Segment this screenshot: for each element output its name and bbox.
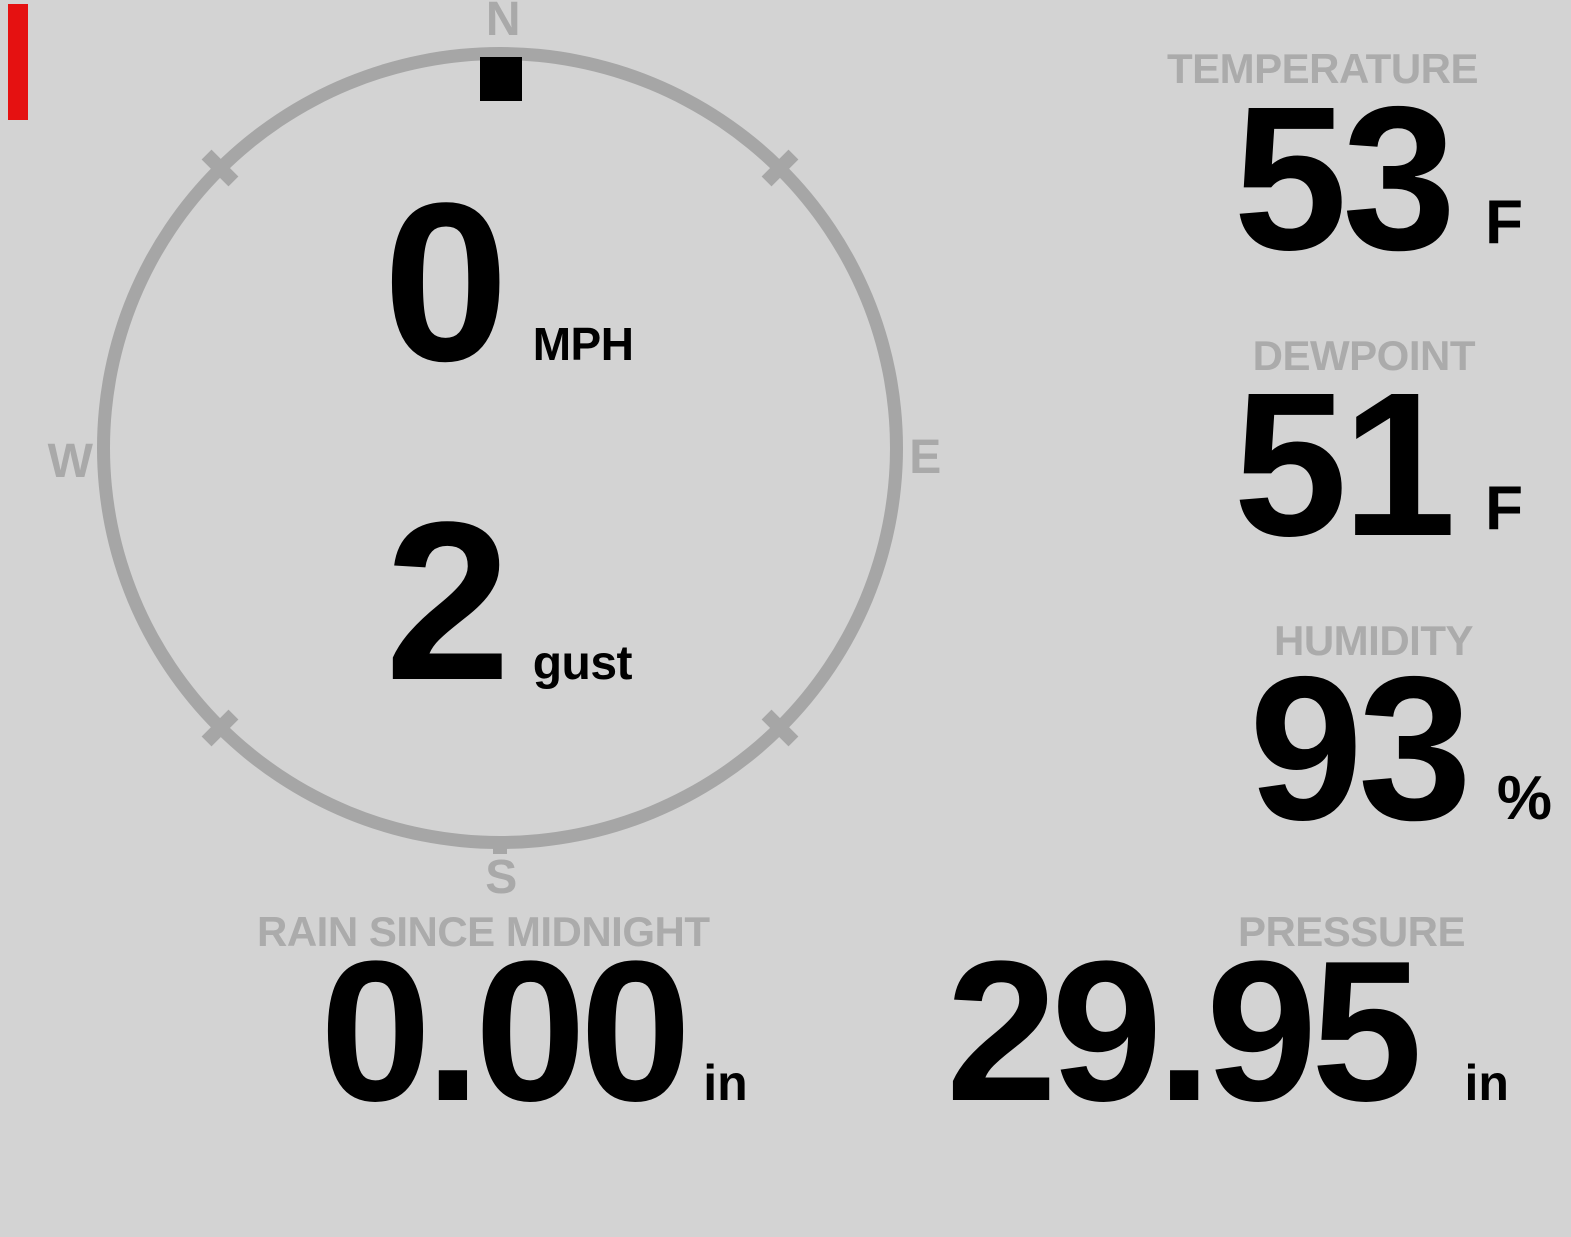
compass-tick-s	[493, 836, 507, 854]
dewpoint-unit: F	[1485, 474, 1523, 543]
dewpoint-value-row: 51 F	[1233, 362, 1523, 567]
wind-direction-indicator	[480, 57, 522, 101]
red-indicator-bar	[8, 4, 28, 120]
wind-speed: 0 MPH	[383, 155, 634, 408]
humidity-unit: %	[1496, 764, 1552, 833]
pressure-value-row: 29.95 in	[946, 932, 1509, 1132]
wind-gust: 2 gust	[385, 474, 633, 727]
rain-value-row: 0.00 in	[320, 932, 748, 1132]
humidity-value-row: 93 %	[1249, 646, 1552, 851]
temperature-unit: F	[1485, 188, 1523, 257]
wind-speed-value: 0	[383, 155, 509, 408]
rain-value: 0.00	[320, 920, 691, 1143]
pressure-unit: in	[1464, 1055, 1509, 1111]
dewpoint-label: DEWPOINT	[1252, 332, 1476, 379]
pressure-value: 29.95	[946, 920, 1422, 1143]
temperature-label: TEMPERATURE	[1166, 45, 1479, 92]
compass-south-label: S	[485, 851, 517, 904]
wind-speed-unit: MPH	[532, 318, 634, 370]
wind-gust-value: 2	[385, 474, 511, 727]
rain-label: RAIN SINCE MIDNIGHT	[257, 908, 710, 955]
compass-north-label: N	[485, 0, 521, 46]
wind-gust-unit: gust	[532, 637, 633, 690]
temperature-value-row: 53 F	[1233, 76, 1523, 281]
compass-east-label: E	[909, 431, 941, 484]
humidity-value: 93	[1249, 634, 1472, 863]
rain-unit: in	[703, 1055, 748, 1111]
pressure-label: PRESSURE	[1237, 908, 1466, 955]
compass-west-label: W	[47, 435, 93, 488]
dewpoint-value: 51	[1233, 350, 1456, 579]
humidity-label: HUMIDITY	[1274, 617, 1474, 664]
temperature-value: 53	[1233, 64, 1456, 293]
